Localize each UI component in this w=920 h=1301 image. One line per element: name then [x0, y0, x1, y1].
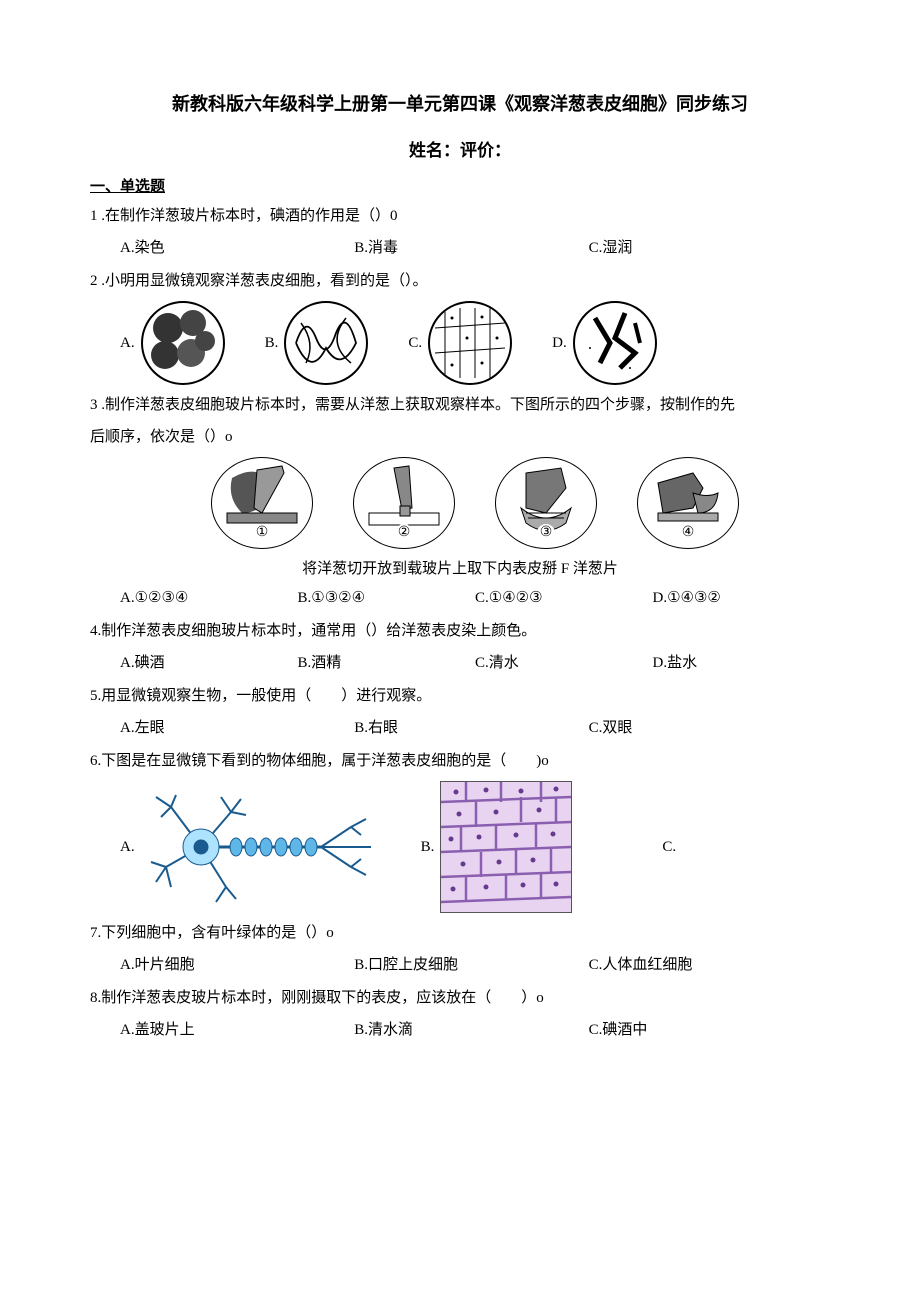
cell-image-d-icon	[573, 301, 657, 385]
q6-images: A. B.	[120, 781, 830, 913]
step-2-num: ②	[395, 524, 413, 542]
q3-images: ① ② ③ ④	[120, 457, 830, 549]
q8-text: 8.制作洋葱表皮玻片标本时，刚刚摄取下的表皮，应该放在（ ）o	[90, 986, 830, 1010]
q6-text: 6.下图是在显微镜下看到的物体细胞，属于洋葱表皮细胞的是（ )o	[90, 749, 830, 773]
q4-opt-c[interactable]: C.清水	[475, 651, 653, 672]
step-3-icon: ③	[495, 457, 597, 549]
q7-opt-a[interactable]: A.叶片细胞	[120, 953, 354, 974]
q2-opt-c[interactable]: C.	[408, 301, 512, 385]
q6-a-label: A.	[120, 839, 135, 856]
q5-opt-b[interactable]: B.右眼	[354, 716, 588, 737]
q3-opt-d[interactable]: D.①④③②	[653, 588, 831, 607]
q1-opt-a[interactable]: A.染色	[120, 236, 354, 257]
q8-opt-b[interactable]: B.清水滴	[354, 1018, 588, 1039]
q1-opt-c[interactable]: C.湿润	[589, 236, 823, 257]
q7-opt-c[interactable]: C.人体血红细胞	[589, 953, 823, 974]
onion-cell-icon	[440, 781, 572, 913]
q2-opt-b[interactable]: B.	[265, 301, 369, 385]
q2-images: A. B. C.	[120, 301, 830, 385]
q7-opt-b[interactable]: B.口腔上皮细胞	[354, 953, 588, 974]
q5-opt-c[interactable]: C.双眼	[589, 716, 823, 737]
q5-options: A.左眼 B.右眼 C.双眼	[120, 716, 830, 737]
q3-options: A.①②③④ B.①③②④ C.①④②③ D.①④③②	[120, 588, 830, 607]
q3-opt-a[interactable]: A.①②③④	[120, 588, 298, 607]
q6-c-label: C.	[662, 839, 676, 856]
q2-opt-a[interactable]: A.	[120, 301, 225, 385]
q1-text: 1 .在制作洋葱玻片标本时，碘酒的作用是（）0	[90, 204, 830, 228]
cell-image-a-icon	[141, 301, 225, 385]
q3-text2: 后顺序，依次是（）o	[90, 425, 830, 449]
q7-text: 7.下列细胞中，含有叶绿体的是（）o	[90, 921, 830, 945]
neuron-icon	[141, 787, 391, 907]
q7-options: A.叶片细胞 B.口腔上皮细胞 C.人体血红细胞	[120, 953, 830, 974]
q2-c-label: C.	[408, 335, 422, 352]
q5-text: 5.用显微镜观察生物，一般使用（ ）进行观察。	[90, 684, 830, 708]
section-1-header: 一、单选题	[90, 175, 830, 196]
q2-text: 2 .小明用显微镜观察洋葱表皮细胞，看到的是（）。	[90, 269, 830, 293]
step-1-num: ①	[253, 524, 271, 542]
q1-options: A.染色 B.消毒 C.湿润	[120, 236, 830, 257]
q6-b-label: B.	[421, 839, 435, 856]
name-rating-line: 姓名：评价：	[90, 136, 830, 161]
q2-b-label: B.	[265, 335, 279, 352]
q4-opt-b[interactable]: B.酒精	[298, 651, 476, 672]
q4-opt-d[interactable]: D.盐水	[653, 651, 831, 672]
q4-text: 4.制作洋葱表皮细胞玻片标本时，通常用（）给洋葱表皮染上颜色。	[90, 619, 830, 643]
step-4-icon: ④	[637, 457, 739, 549]
q3-text: 3 .制作洋葱表皮细胞玻片标本时，需要从洋葱上获取观察样本。下图所示的四个步骤，…	[90, 393, 830, 417]
q8-opt-a[interactable]: A.盖玻片上	[120, 1018, 354, 1039]
page-title: 新教科版六年级科学上册第一单元第四课《观察洋葱表皮细胞》同步练习	[90, 90, 830, 116]
q2-a-label: A.	[120, 335, 135, 352]
cell-image-b-icon	[284, 301, 368, 385]
q3-opt-c[interactable]: C.①④②③	[475, 588, 653, 607]
q5-opt-a[interactable]: A.左眼	[120, 716, 354, 737]
worksheet-page: 新教科版六年级科学上册第一单元第四课《观察洋葱表皮细胞》同步练习 姓名：评价： …	[0, 0, 920, 1091]
q3-opt-b[interactable]: B.①③②④	[298, 588, 476, 607]
q2-d-label: D.	[552, 335, 567, 352]
q3-caption: 将洋葱切开放到载玻片上取下内表皮掰 F 洋葱片	[90, 557, 830, 578]
q6-opt-c[interactable]: C.	[662, 839, 676, 856]
q1-opt-b[interactable]: B.消毒	[354, 236, 588, 257]
q8-opt-c[interactable]: C.碘酒中	[589, 1018, 823, 1039]
q6-opt-a[interactable]: A.	[120, 787, 391, 907]
step-2-icon: ②	[353, 457, 455, 549]
q6-opt-b[interactable]: B.	[421, 781, 573, 913]
cell-image-c-icon	[428, 301, 512, 385]
q4-opt-a[interactable]: A.碘酒	[120, 651, 298, 672]
q8-options: A.盖玻片上 B.清水滴 C.碘酒中	[120, 1018, 830, 1039]
q4-options: A.碘酒 B.酒精 C.清水 D.盐水	[120, 651, 830, 672]
step-1-icon: ①	[211, 457, 313, 549]
step-4-num: ④	[679, 524, 697, 542]
q2-opt-d[interactable]: D.	[552, 301, 657, 385]
step-3-num: ③	[537, 524, 555, 542]
